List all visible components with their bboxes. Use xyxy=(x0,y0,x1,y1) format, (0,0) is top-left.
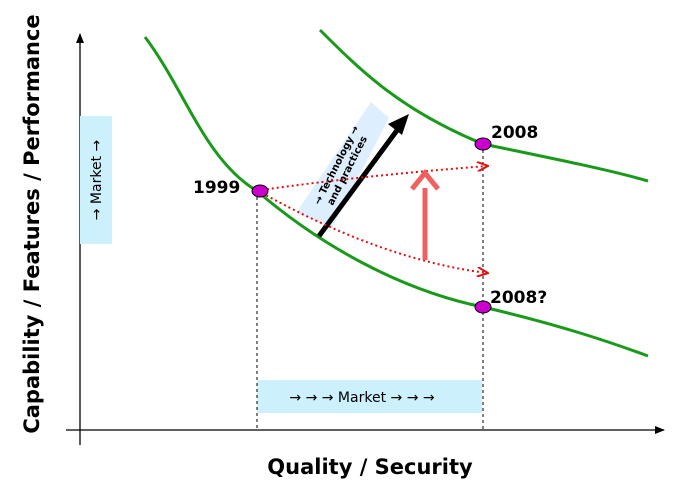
up-arrow-head xyxy=(410,169,440,191)
point-2008 xyxy=(474,137,492,151)
tech-arrow-head xyxy=(388,114,409,135)
market-bottom-box xyxy=(257,380,482,413)
dotted-arrow-upper xyxy=(261,166,487,191)
point-2008q xyxy=(474,300,492,314)
x-axis-title: Quality / Security xyxy=(267,455,473,479)
label-2008: 2008 xyxy=(491,123,538,143)
y-axis-title: Capability / Features / Performance xyxy=(20,14,44,433)
market-bottom-label: → → → Market → → → xyxy=(289,390,434,406)
point-1999 xyxy=(251,184,269,198)
tech-arrow-shaft xyxy=(316,127,401,238)
curve-lower xyxy=(143,36,649,358)
label-1999: 1999 xyxy=(193,178,240,198)
dotted-arrow-lower xyxy=(261,192,487,273)
label-2008q: 2008? xyxy=(490,288,547,308)
tech-band xyxy=(296,102,389,228)
market-left-label: → Market → xyxy=(89,139,105,220)
market-left-box xyxy=(80,116,112,244)
